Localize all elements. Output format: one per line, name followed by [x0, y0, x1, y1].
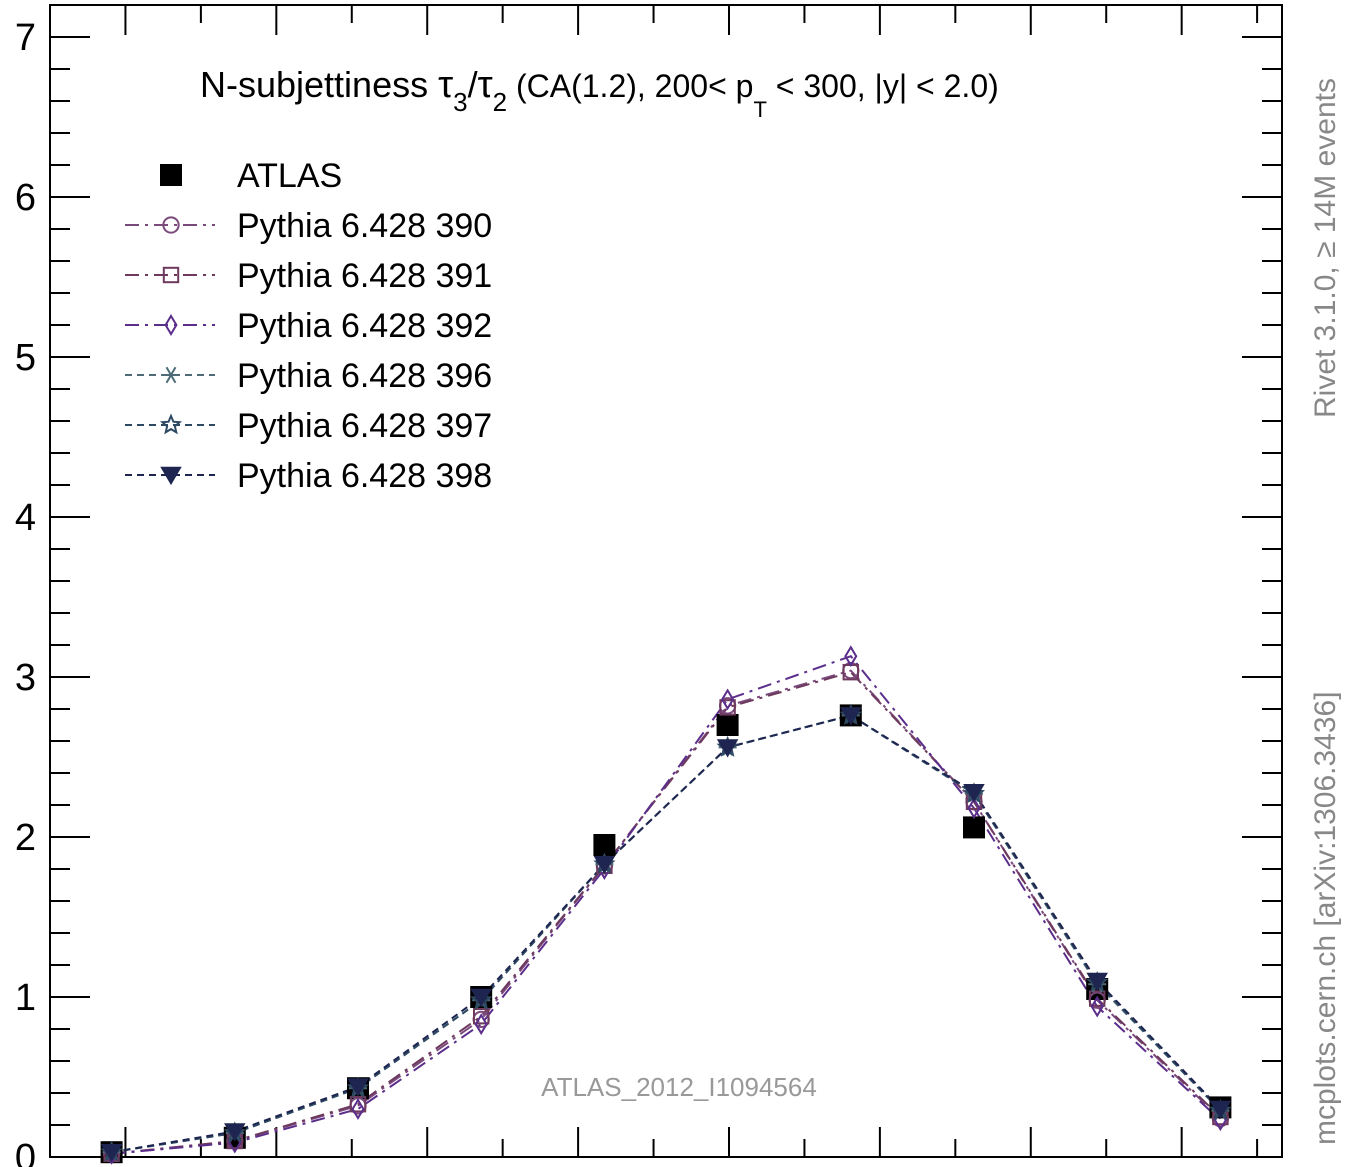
legend-entry: Pythia 6.428 397: [125, 407, 492, 445]
mcplots-label: mcplots.cern.ch [arXiv:1306.3436]: [1309, 691, 1342, 1145]
point-triangle: [1209, 1100, 1232, 1120]
analysis-label: ATLAS_2012_I1094564: [541, 1072, 817, 1102]
legend-label: Pythia 6.428 391: [237, 257, 492, 295]
point-diamond: [1090, 995, 1104, 1018]
point-diamond: [844, 645, 858, 668]
point-triangle: [840, 707, 862, 726]
point-open-square: [349, 1096, 367, 1113]
y-tick-label: 4: [15, 497, 36, 539]
title-suffix: < 300, |y| < 2.0): [767, 68, 999, 104]
y-tick-label: 6: [15, 177, 36, 219]
legend-entry: Pythia 6.428 396: [125, 357, 492, 395]
legend-entry: ATLAS: [160, 157, 342, 195]
point-square: [160, 164, 182, 186]
legend-label: ATLAS: [237, 157, 342, 195]
y-tick-label: 2: [15, 817, 36, 859]
point-circle: [162, 216, 180, 234]
point-square: [963, 816, 985, 839]
legend: ATLAS Pythia 6.428 390 Pythia 6.428 391 Pyt…: [125, 157, 492, 495]
point-triangle: [470, 988, 492, 1008]
title-middle: (CA(1.2), 200< p: [507, 68, 753, 104]
point-square: [716, 714, 739, 736]
point-triangle: [593, 856, 616, 875]
title-slash: /: [468, 64, 478, 105]
axis-ticks: [49, 4, 1282, 1158]
point-square: [593, 834, 616, 856]
point-open-square: [473, 1008, 490, 1025]
point-diamond: [967, 797, 981, 820]
series-2-line: [111, 671, 1222, 1155]
point-triangle: [224, 1123, 246, 1142]
title-sub3: 3: [453, 87, 467, 117]
y-tick-labels: 0 1 2 3 4 5 6 7: [15, 17, 36, 1167]
point-star: [159, 413, 183, 435]
point-triangle: [1086, 972, 1108, 992]
series-2-points: [103, 664, 1229, 1162]
legend-label: Pythia 6.428 396: [237, 357, 492, 395]
series-points: [100, 645, 1232, 1165]
chart-title: N-subjettiness τ3/τ2 (CA(1.2), 200< pT <…: [200, 64, 999, 122]
series-6-points: [100, 707, 1232, 1163]
legend-label: Pythia 6.428 390: [237, 207, 492, 245]
title-subT: T: [753, 97, 766, 122]
point-triangle: [347, 1078, 369, 1097]
legend-entry: Pythia 6.428 390: [125, 207, 492, 245]
y-tick-label: 5: [15, 337, 36, 379]
point-triangle: [100, 1144, 123, 1163]
rivet-label: Rivet 3.1.0, ≥ 14M events: [1309, 78, 1342, 418]
series-3-line: [111, 655, 1222, 1155]
point-asterisk: [165, 366, 177, 384]
point-open-square: [719, 699, 736, 716]
series-lines: [111, 655, 1222, 1155]
legend-entry: Pythia 6.428 391: [125, 257, 492, 295]
legend-label: Pythia 6.428 398: [237, 457, 492, 495]
legend-entry: Pythia 6.428 398: [125, 457, 492, 495]
title-sub2: 2: [493, 87, 507, 117]
legend-label: Pythia 6.428 392: [237, 307, 492, 345]
point-diamond: [164, 314, 178, 336]
point-diamond: [351, 1098, 365, 1120]
y-tick-label: 7: [15, 17, 36, 59]
point-triangle: [160, 466, 182, 486]
y-tick-label: 1: [15, 977, 36, 1019]
point-triangle: [716, 739, 739, 758]
series-6-line: [111, 714, 1222, 1154]
y-tick-label: 3: [15, 657, 36, 699]
legend-label: Pythia 6.428 397: [237, 407, 492, 445]
title-prefix: N-subjettiness: [200, 64, 438, 105]
point-open-square: [1089, 990, 1106, 1007]
y-tick-label: 0: [15, 1137, 36, 1167]
legend-entry: Pythia 6.428 392: [125, 307, 492, 345]
point-triangle: [963, 784, 985, 803]
title-tau2: τ: [478, 64, 493, 106]
point-diamond: [474, 1013, 488, 1036]
point-diamond: [721, 688, 735, 711]
point-open-square: [162, 266, 180, 284]
title-tau3: τ: [438, 64, 453, 106]
